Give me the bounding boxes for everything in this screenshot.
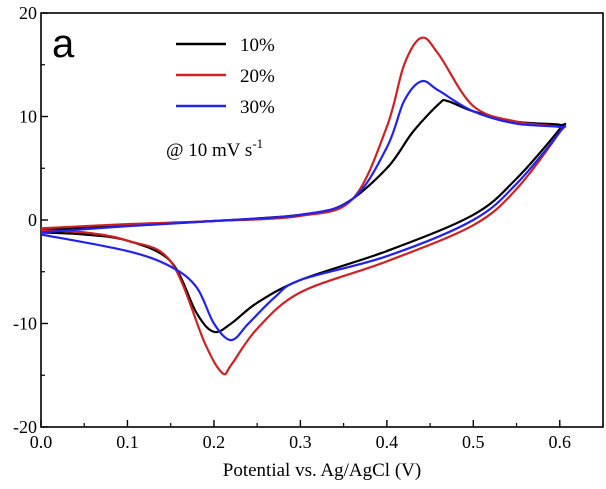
x-tick-label: 0.1 (116, 432, 139, 452)
y-tick-label: -20 (13, 417, 37, 437)
legend-label: 10% (240, 35, 275, 56)
x-axis-title: Potential vs. Ag/AgCl (V) (223, 460, 421, 481)
y-tick-label: 20 (19, 3, 37, 23)
y-tick-label: -10 (13, 314, 37, 334)
legend-label: 20% (240, 66, 275, 87)
scan-rate-annotation: @ 10 mV s-1 (166, 136, 263, 161)
x-axis: 0.0 0.1 0.2 0.3 0.4 0.5 0.6 (30, 420, 604, 452)
x-tick-label: 0.2 (203, 432, 226, 452)
x-tick-label: 0.6 (549, 432, 572, 452)
x-tick-label: 0.5 (462, 432, 485, 452)
scan-rate-superscript: -1 (252, 136, 263, 151)
y-tick-label: 0 (28, 210, 37, 230)
scan-rate-text: @ 10 mV s (166, 140, 252, 161)
x-tick-label: 0.0 (30, 432, 53, 452)
legend-label: 30% (240, 97, 275, 118)
series-line-2 (41, 79, 567, 342)
legend: 10% 20% 30% (176, 35, 275, 118)
plot-frame (40, 12, 604, 428)
x-tick-label: 0.4 (376, 432, 399, 452)
y-axis: -20 -10 0 10 20 (13, 3, 48, 437)
x-tick-label: 0.3 (289, 432, 312, 452)
y-tick-label: 10 (19, 107, 37, 127)
series-layer (41, 36, 567, 376)
panel-label: a (52, 22, 75, 66)
